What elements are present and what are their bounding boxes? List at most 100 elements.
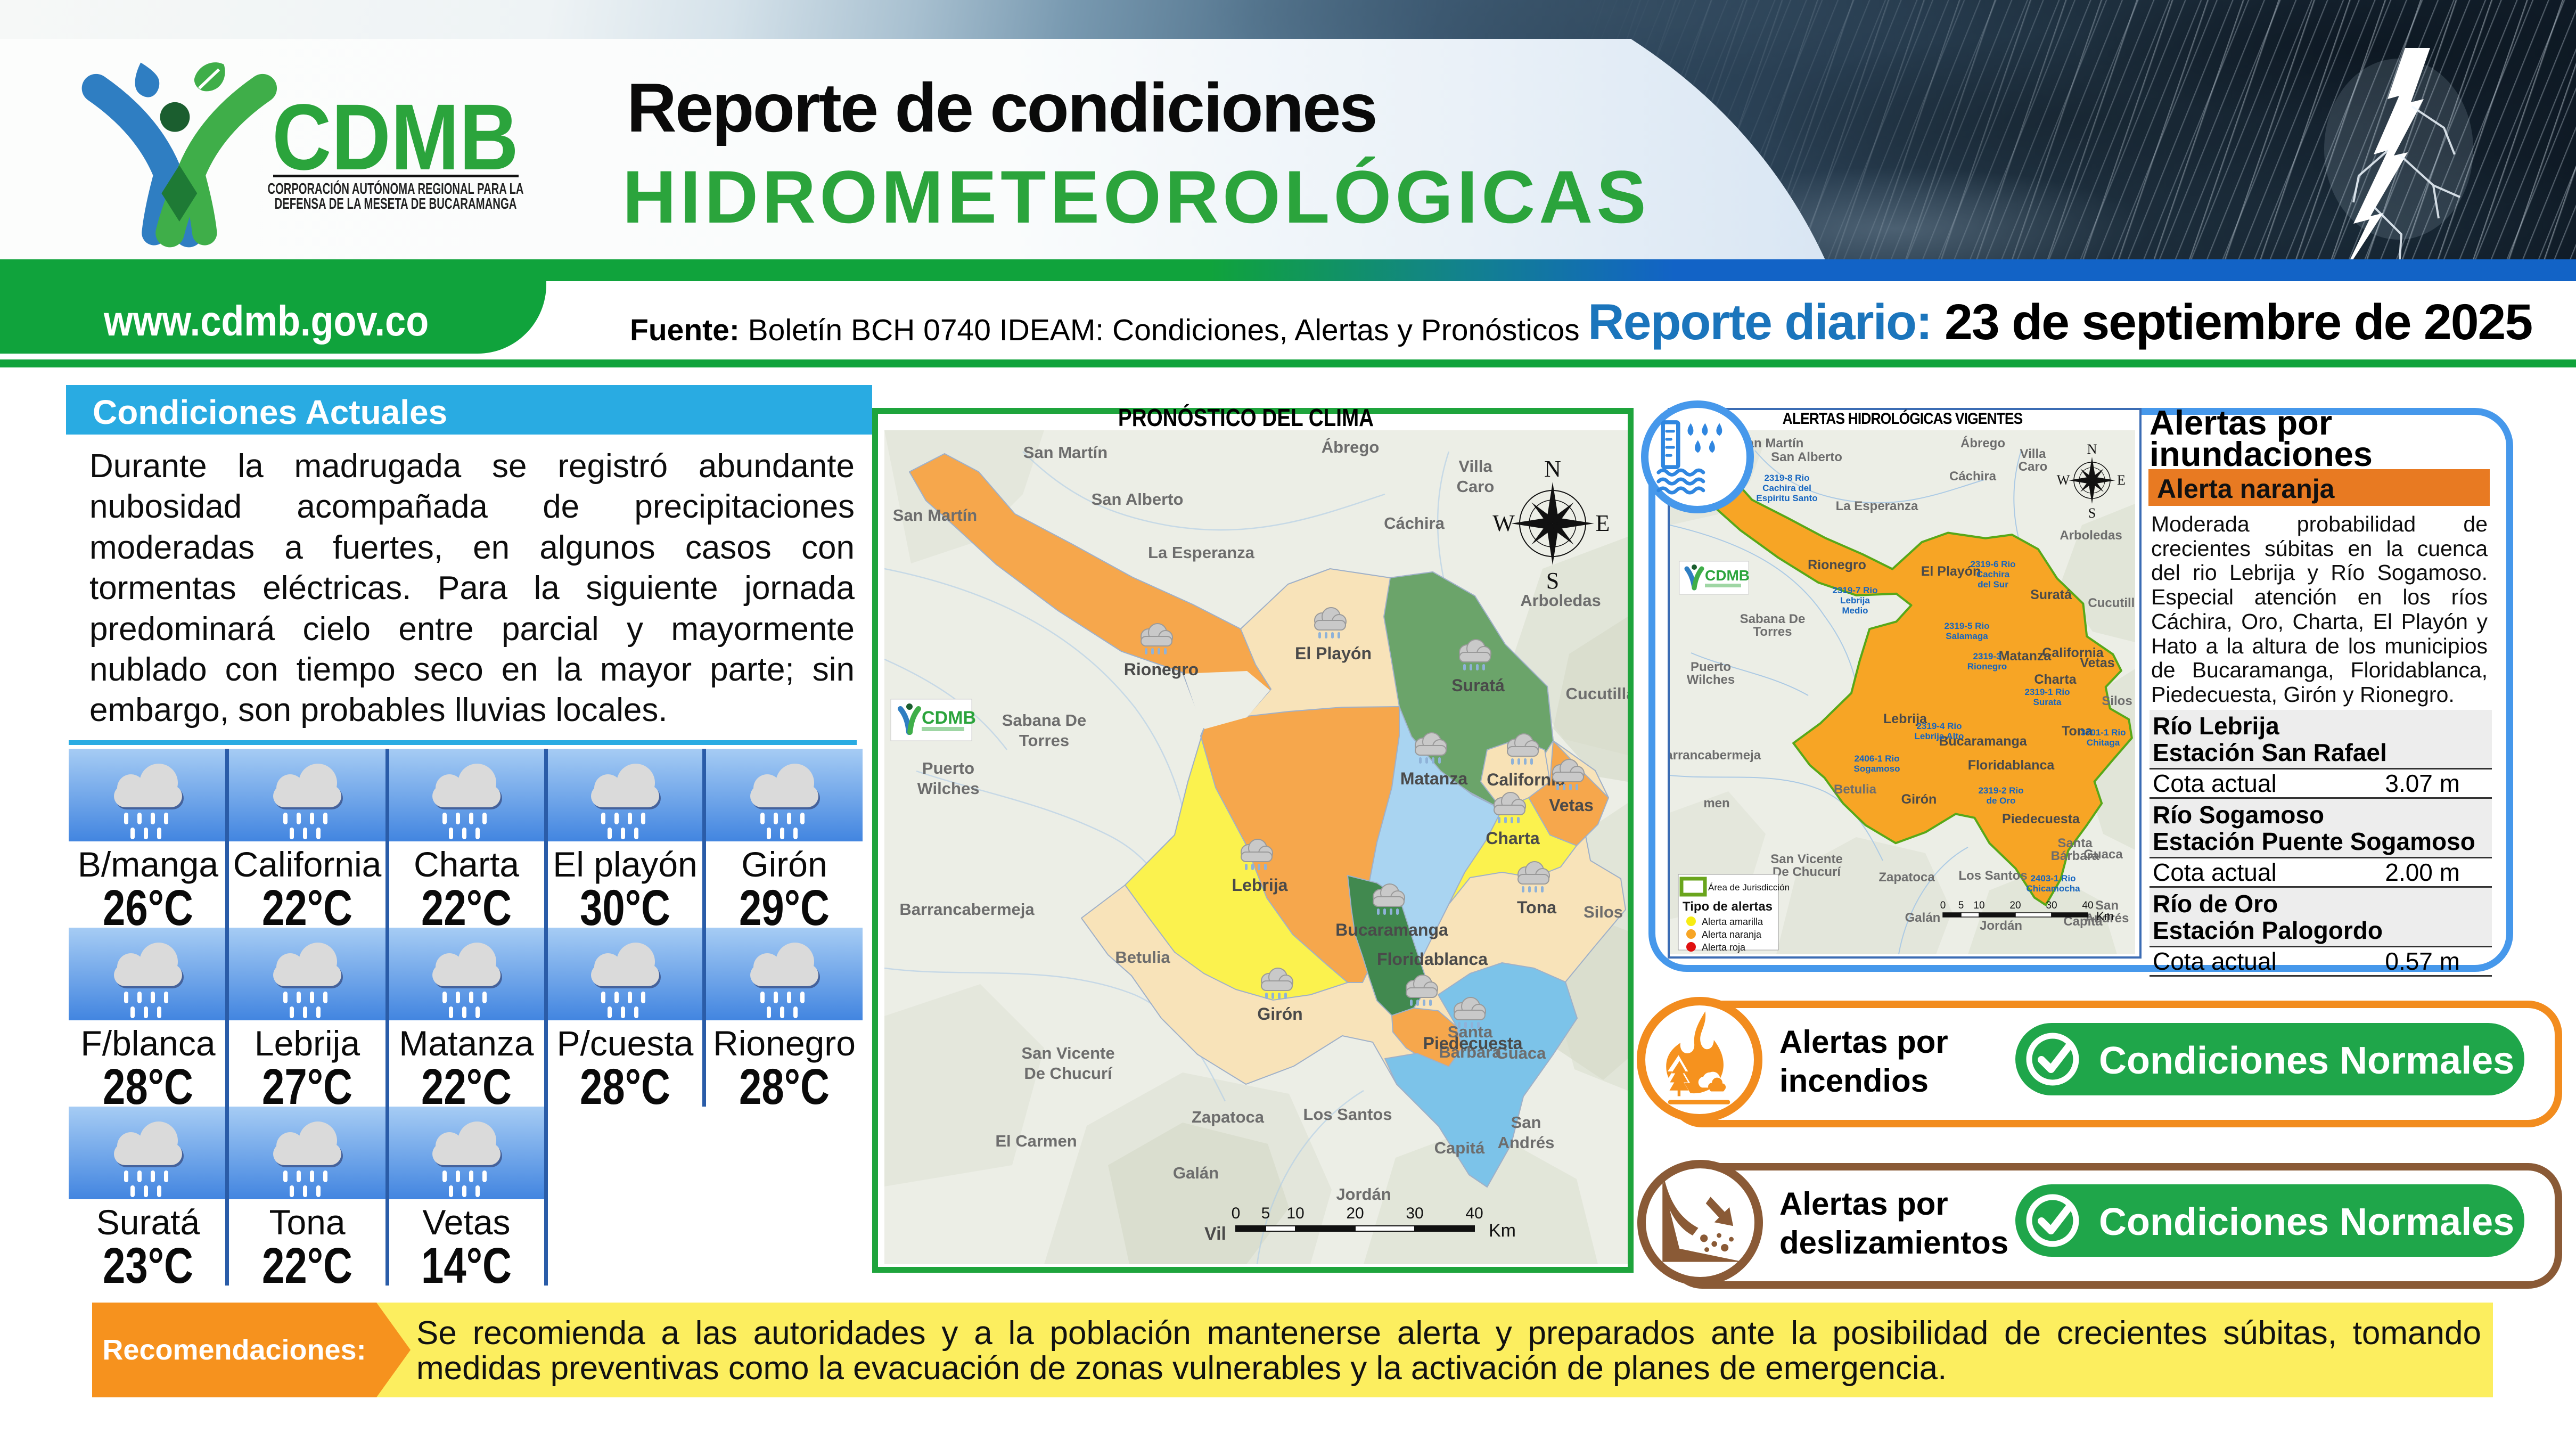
svg-text:30°C: 30°C [580,880,670,936]
svg-text:Bucaramanga: Bucaramanga [1335,920,1448,939]
svg-text:Torres: Torres [1019,731,1069,750]
svg-text:14°C: 14°C [421,1238,512,1287]
svg-text:Matanza: Matanza [399,1024,534,1063]
svg-text:2319-1 Rio: 2319-1 Rio [2024,687,2070,697]
svg-text:De Chucurí: De Chucurí [1773,865,1841,879]
svg-text:Puerto: Puerto [1691,660,1731,674]
svg-text:Área de Jurisdicción: Área de Jurisdicción [1708,882,1790,893]
svg-text:26°C: 26°C [103,880,193,936]
svg-text:Lebrija Alto: Lebrija Alto [1915,731,1964,741]
svg-text:Silos: Silos [2102,694,2132,708]
svg-text:Sogamoso: Sogamoso [1854,764,1900,774]
svg-text:De Chucurí: De Chucurí [1024,1064,1113,1083]
svg-text:Los Santos: Los Santos [1958,869,2027,883]
svg-text:Girón: Girón [741,845,827,884]
svg-text:B/manga: B/manga [78,845,218,884]
svg-text:Cáchira: Cáchira [1949,469,1997,484]
svg-text:29°C: 29°C [739,880,830,936]
svg-text:5: 5 [1261,1205,1270,1222]
svg-text:Lebrija: Lebrija [1232,875,1288,895]
svg-text:Betulia: Betulia [1834,782,1877,797]
svg-text:men: men [1703,796,1729,811]
svg-text:Betulia: Betulia [1115,948,1170,967]
svg-text:San Martín: San Martín [893,506,977,525]
svg-text:Vetas: Vetas [2080,656,2114,670]
svg-text:Villa: Villa [2020,447,2047,461]
svg-text:Medio: Medio [1842,605,1868,616]
svg-text:Rionegro: Rionegro [1808,558,1866,572]
svg-text:2319-3: 2319-3 [1973,651,2001,661]
svg-text:San Alberto: San Alberto [1092,490,1184,509]
svg-text:Km: Km [1489,1221,1516,1241]
svg-text:Wilches: Wilches [1687,673,1735,687]
svg-text:Sabana De: Sabana De [1740,612,1806,626]
svg-text:Sabana De: Sabana De [1002,711,1087,730]
svg-text:California: California [2042,645,2104,660]
svg-text:Lebrija: Lebrija [255,1024,360,1063]
svg-text:10: 10 [1973,900,1984,911]
svg-text:22°C: 22°C [262,1238,352,1287]
svg-text:Chitaga: Chitaga [2087,738,2120,748]
svg-text:23°C: 23°C [103,1238,193,1287]
svg-text:Floridablanca: Floridablanca [1377,949,1488,969]
svg-text:Charta: Charta [2034,672,2077,687]
svg-text:2319-5 Rio: 2319-5 Rio [1944,621,1989,631]
svg-text:de Oro: de Oro [1987,796,2016,806]
svg-text:Matanza: Matanza [1400,769,1467,788]
svg-text:Vil: Vil [1204,1224,1226,1244]
svg-text:Ábrego: Ábrego [1960,436,2005,451]
svg-text:Matanza: Matanza [1999,649,2052,664]
svg-text:Piedecuesta: Piedecuesta [1423,1034,1523,1053]
svg-text:CDMB: CDMB [1705,567,1750,584]
svg-text:P/cuesta: P/cuesta [557,1024,694,1063]
svg-text:El playón: El playón [553,845,698,884]
svg-text:40: 40 [2082,900,2093,911]
svg-text:40: 40 [1465,1205,1483,1222]
svg-text:Villa: Villa [1458,457,1492,476]
svg-text:Girón: Girón [1901,792,1937,807]
svg-text:Floridablanca: Floridablanca [1968,758,2055,773]
svg-text:Bárbara: Bárbara [2051,849,2099,863]
svg-text:Barrancabermeja: Barrancabermeja [899,900,1035,919]
svg-text:20: 20 [2009,900,2021,911]
svg-text:28°C: 28°C [580,1059,670,1115]
svg-text:Suratá: Suratá [96,1202,200,1242]
svg-text:Andrés: Andrés [1498,1133,1555,1152]
svg-text:Cachira: Cachira [1976,569,2010,579]
svg-text:Bárbara: Bárbara [1439,1043,1502,1061]
svg-text:Galán: Galán [1905,911,1941,925]
svg-text:San: San [1511,1113,1541,1132]
svg-text:San: San [2095,898,2119,913]
svg-text:Vetas: Vetas [1549,796,1594,815]
svg-text:Chicamocha: Chicamocha [2026,883,2080,894]
svg-text:San Alberto: San Alberto [1771,450,1842,464]
svg-text:Espiritu Santo: Espiritu Santo [1756,493,1817,503]
svg-text:Cachira del: Cachira del [1762,483,1811,493]
svg-text:F/blanca: F/blanca [80,1024,215,1063]
svg-text:Galán: Galán [1173,1164,1219,1182]
svg-text:22°C: 22°C [262,880,352,936]
svg-text:California: California [233,845,382,884]
svg-text:San Vicente: San Vicente [1770,852,1843,866]
svg-text:2319-4 Rio: 2319-4 Rio [1916,721,1962,731]
svg-text:Los Santos: Los Santos [1303,1105,1392,1124]
svg-text:22°C: 22°C [421,1059,512,1115]
svg-text:0: 0 [1940,900,1946,911]
svg-text:10: 10 [1286,1205,1304,1222]
svg-text:30: 30 [2046,900,2057,911]
svg-text:San Martín: San Martín [1023,443,1107,462]
svg-text:El Playón: El Playón [1921,564,1981,579]
svg-text:Tona: Tona [2062,724,2093,739]
svg-text:Santa: Santa [1448,1022,1493,1041]
svg-text:2319-7 Rio: 2319-7 Rio [1832,585,1877,595]
svg-text:2319-2 Rio: 2319-2 Rio [1978,785,2023,796]
svg-text:Tona: Tona [1517,898,1556,917]
svg-text:Alerta naranja: Alerta naranja [1702,929,1762,940]
svg-text:Tona: Tona [269,1202,345,1242]
svg-text:2319-8 Rio: 2319-8 Rio [1764,473,1809,483]
svg-text:Guaca: Guaca [2083,847,2123,862]
svg-text:27°C: 27°C [262,1059,352,1115]
svg-text:0: 0 [1232,1205,1241,1222]
svg-text:Capitá: Capitá [1434,1139,1486,1157]
svg-text:CDMB: CDMB [922,708,976,728]
